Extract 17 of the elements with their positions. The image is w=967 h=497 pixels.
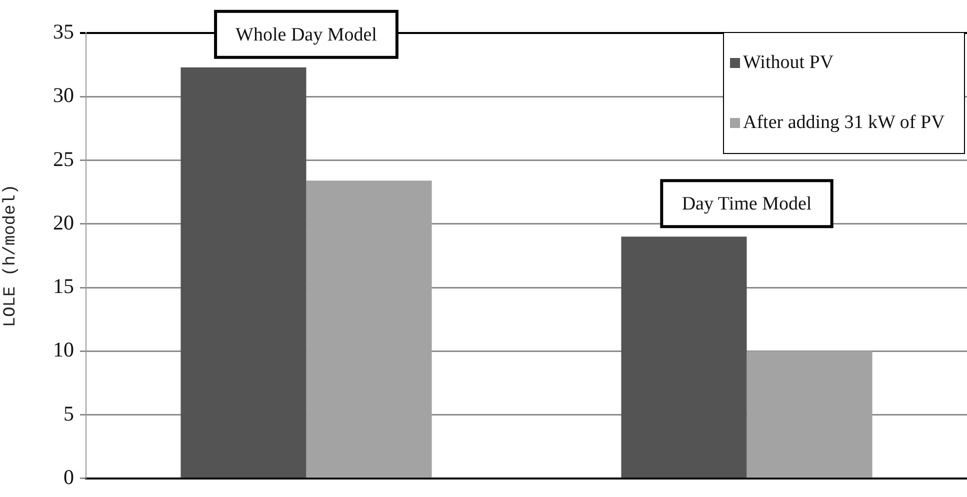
y-axis-title: LOLE (h/model) xyxy=(2,184,21,328)
y-tick-label: 0 xyxy=(64,464,74,489)
x-tick-label: Whole Day Model xyxy=(236,24,377,46)
legend-label: Without PV xyxy=(743,52,834,74)
y-tick-label: 20 xyxy=(53,210,74,234)
y-tick-label: 10 xyxy=(53,338,74,362)
bar xyxy=(306,180,432,478)
y-tick-label: 15 xyxy=(53,274,74,298)
y-tick-label: 30 xyxy=(53,83,74,108)
bar xyxy=(746,351,872,478)
bar xyxy=(180,67,306,478)
x-tick-label: Day Time Model xyxy=(682,194,812,215)
legend-label: After adding 31 kW of PV xyxy=(743,112,945,134)
bar xyxy=(621,236,747,478)
y-tick-label: 35 xyxy=(53,20,74,44)
y-tick-label: 25 xyxy=(53,146,74,171)
y-tick-label: 5 xyxy=(64,401,74,426)
